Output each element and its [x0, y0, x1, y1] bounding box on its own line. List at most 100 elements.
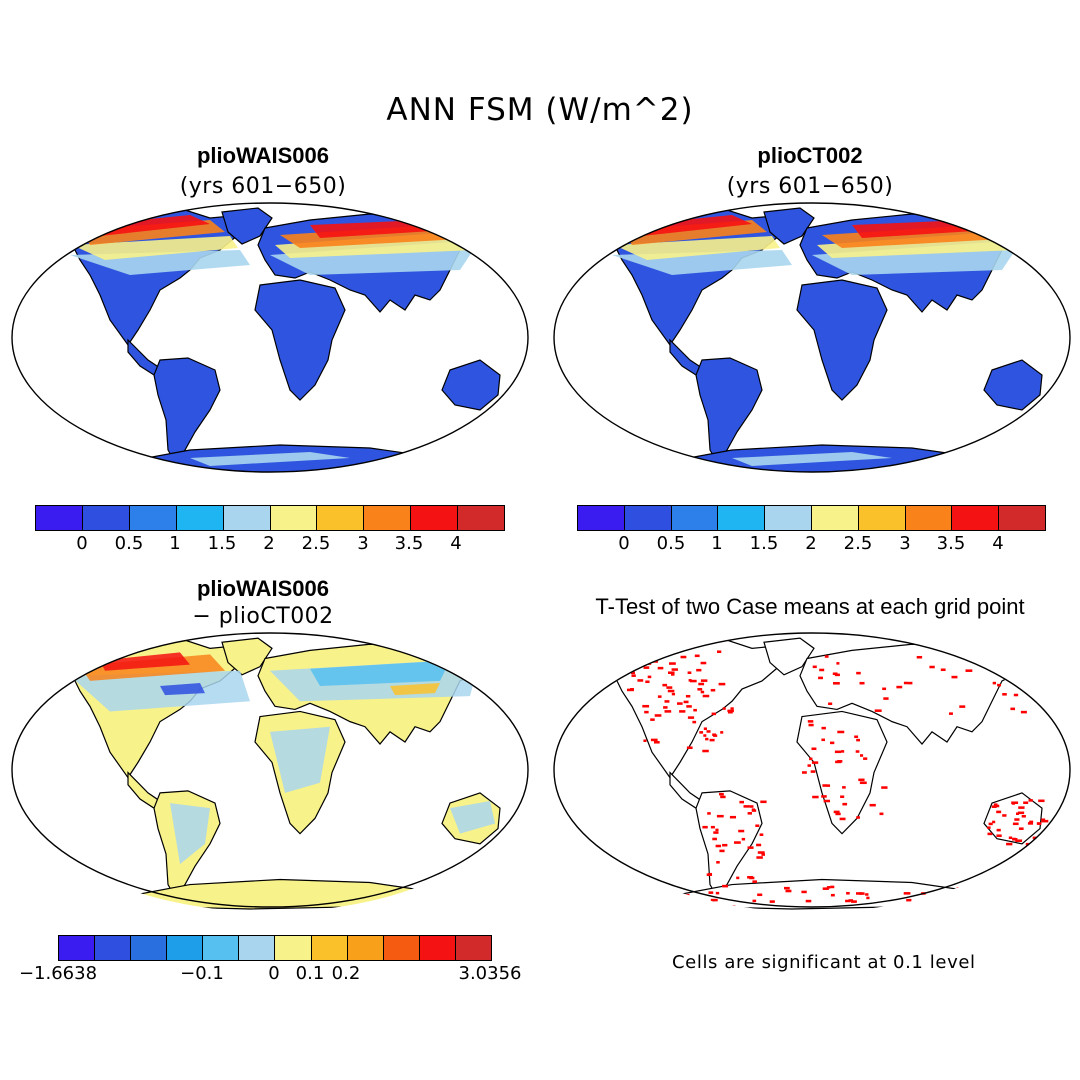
colorbar-swatch [952, 506, 1000, 530]
significant-cell [987, 826, 991, 829]
significant-cell [685, 694, 691, 698]
landmass-africa [254, 279, 346, 401]
significant-cell [720, 795, 726, 799]
significant-cell [759, 833, 764, 836]
significant-cell [710, 898, 718, 902]
significant-cell [734, 841, 741, 844]
significant-cell [992, 820, 996, 824]
significant-cell [722, 884, 729, 888]
significant-cell [663, 706, 668, 709]
significant-cell [728, 710, 733, 714]
field-band [70, 670, 250, 712]
significant-cell [821, 795, 827, 798]
significant-cell [1041, 819, 1049, 823]
significant-cell [739, 800, 745, 804]
significant-cell [636, 662, 642, 666]
significant-cell [882, 687, 887, 691]
significant-cell [996, 810, 1002, 814]
significant-cell [819, 668, 825, 672]
colorbar-swatch [718, 506, 766, 530]
significant-cell [645, 680, 650, 684]
colorbar-tick-label: 3.0356 [458, 963, 522, 984]
significant-cell [807, 764, 811, 767]
significant-cell [1021, 815, 1026, 818]
significant-cell [662, 683, 668, 687]
field-band [450, 801, 495, 834]
significant-cell [987, 832, 993, 836]
significant-cell [679, 710, 686, 713]
significant-cell [699, 731, 704, 734]
significant-cell [1016, 812, 1020, 816]
significant-cell [842, 802, 848, 806]
colorbar-swatch [176, 506, 224, 530]
significant-cell [1015, 839, 1023, 842]
significant-cell [716, 861, 720, 864]
significant-cell [940, 668, 946, 672]
field-band [170, 803, 210, 865]
colorbar-swatch [383, 936, 420, 960]
significant-cell [907, 681, 913, 685]
significant-cell [683, 700, 689, 704]
significant-cell [692, 720, 697, 724]
significant-cell [668, 671, 675, 674]
significant-cell [741, 837, 746, 841]
map-border [11, 202, 529, 473]
colorbar-swatch [455, 936, 491, 960]
colorbar-swatch [270, 506, 318, 530]
significant-cell [702, 749, 709, 753]
significant-cell [755, 824, 760, 828]
significant-cell [997, 683, 1002, 687]
significant-cell [671, 668, 678, 671]
map-border [553, 632, 1071, 908]
colorbar-swatch [458, 506, 505, 530]
landmass-south-america [695, 357, 763, 464]
significant-cell [858, 778, 865, 782]
significant-cell [830, 885, 835, 889]
colorbar-ticks-bottom-left: −1.6638 −0.1 0 0.1 0.2 3.0356 [19, 963, 522, 987]
colorbar-swatch [858, 506, 906, 530]
significant-cell [974, 888, 978, 892]
landmass-south-america [695, 790, 763, 898]
colorbar-ticks-top-left: 0 0.5 1 1.5 2 2.5 3 3.5 4 [35, 533, 505, 557]
map-plioWAIS006 [11, 202, 529, 473]
significant-cell [834, 750, 842, 754]
significant-cell [883, 697, 889, 700]
significant-cell [720, 731, 724, 734]
significant-cell [830, 893, 835, 897]
colorbar-tick-label: 0.2 [331, 963, 361, 984]
colorbar-swatch [364, 506, 412, 530]
significant-cell [996, 834, 1002, 837]
significant-cell [642, 704, 650, 708]
significant-cell [822, 784, 828, 787]
significant-cell [1017, 811, 1025, 815]
landmass-australia [983, 359, 1043, 411]
significant-cell [835, 812, 841, 816]
significant-cell [907, 903, 914, 906]
landmass-greenland [221, 207, 273, 245]
significant-cell [736, 876, 740, 880]
field-band [100, 652, 190, 671]
significant-cell [747, 875, 753, 879]
significant-cell [705, 737, 709, 741]
significant-cell [874, 709, 882, 712]
significant-cell [1006, 842, 1013, 846]
landmass-south-america [153, 357, 221, 464]
significant-cell [833, 810, 840, 814]
significant-cell [956, 887, 963, 890]
significant-cell [785, 889, 792, 893]
colorbar-swatch [82, 506, 130, 530]
significant-cell [722, 843, 728, 847]
colorbar-tick-label: 1 [711, 533, 723, 554]
significant-cell [824, 655, 829, 658]
significant-cell [687, 902, 692, 905]
significant-cell [991, 805, 997, 808]
significant-cell [811, 747, 817, 751]
colorbar-swatch [905, 506, 953, 530]
field-band [614, 236, 780, 260]
significant-cell [1038, 799, 1045, 803]
colorbar-tick-label: 2.5 [843, 533, 873, 554]
colorbar-tick-label: 1 [169, 533, 181, 554]
landmass-australia [441, 359, 501, 411]
map-border [553, 202, 1071, 473]
significant-cell [703, 734, 707, 737]
